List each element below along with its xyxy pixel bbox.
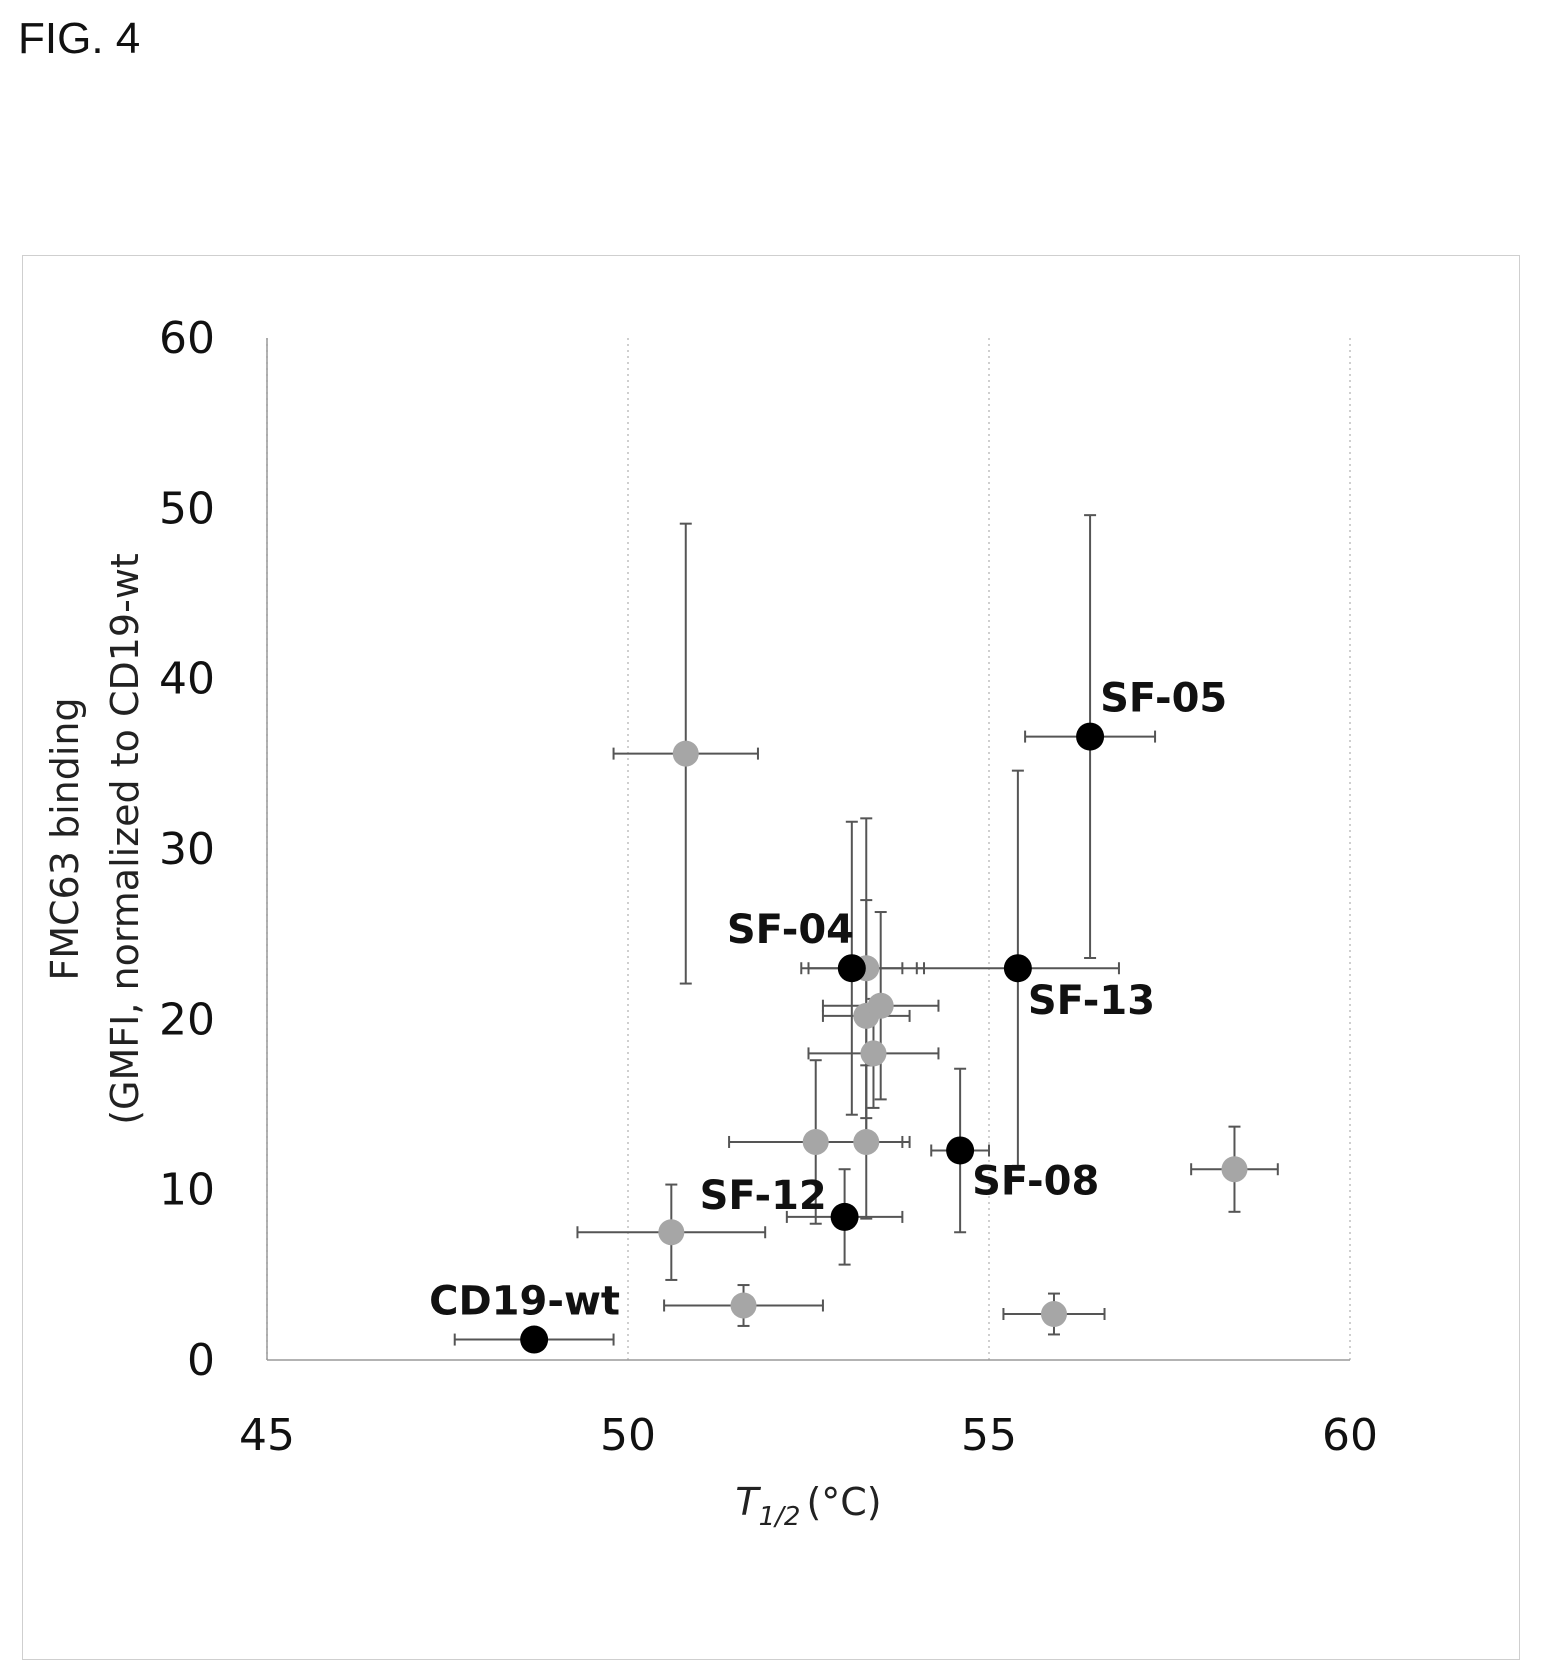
y-tick-label: 10 [159,1165,215,1216]
data-point [860,1040,887,1067]
x-axis-title-base: T [735,1480,761,1524]
data-point [867,992,894,1019]
data-point-highlighted [837,954,866,983]
x-tick-label: 45 [239,1410,295,1461]
data-points [520,722,1248,1354]
x-tick-label: 50 [600,1410,656,1461]
error-bars [453,514,1279,1346]
x-axis-title-unit: (°C) [806,1480,881,1524]
figure-label: FIG. 4 [18,14,141,63]
point-labels: CD19-wt SF-12 SF-04 SF-08 SF-13 SF-05 [429,676,1227,1325]
x-tick-label: 55 [961,1410,1017,1461]
x-axis-title-subscript: 1/2 [759,1502,801,1532]
y-tick-label: 60 [159,313,215,364]
chart-frame [22,255,1520,1660]
y-tick-label: 40 [159,654,215,705]
data-point [802,1128,829,1155]
y-axis-title-line-2: (GMFI, normalized to CD19-wt [103,553,147,1125]
data-point-highlighted [520,1325,549,1354]
data-point [730,1292,757,1319]
y-axis-title-line-1: FMC63 binding [43,697,87,980]
point-label: SF-08 [972,1158,1099,1204]
point-label: SF-05 [1100,676,1227,722]
y-tick-label: 50 [159,483,215,534]
point-label: SF-04 [727,907,854,953]
x-tick-label: 60 [1322,1410,1378,1461]
point-label: CD19-wt [429,1279,620,1325]
x-axis-title: T1/2 (°C) [735,1480,881,1532]
data-point-highlighted [1003,954,1032,983]
data-point-highlighted [1076,722,1105,751]
y-tick-label: 30 [159,824,215,875]
point-label: SF-12 [700,1173,827,1219]
tick-labels: 45 50 55 60 0 10 20 30 40 50 60 [159,313,1378,1461]
y-tick-label: 20 [159,994,215,1045]
axes [266,338,1350,1361]
data-point-highlighted [830,1202,859,1231]
data-point-highlighted [946,1136,975,1165]
data-point [672,740,699,767]
data-point [1221,1156,1248,1183]
data-point [853,1128,880,1155]
y-tick-label: 0 [187,1335,215,1386]
point-label: SF-13 [1028,978,1155,1024]
data-point [1040,1301,1067,1328]
data-point [658,1219,685,1246]
